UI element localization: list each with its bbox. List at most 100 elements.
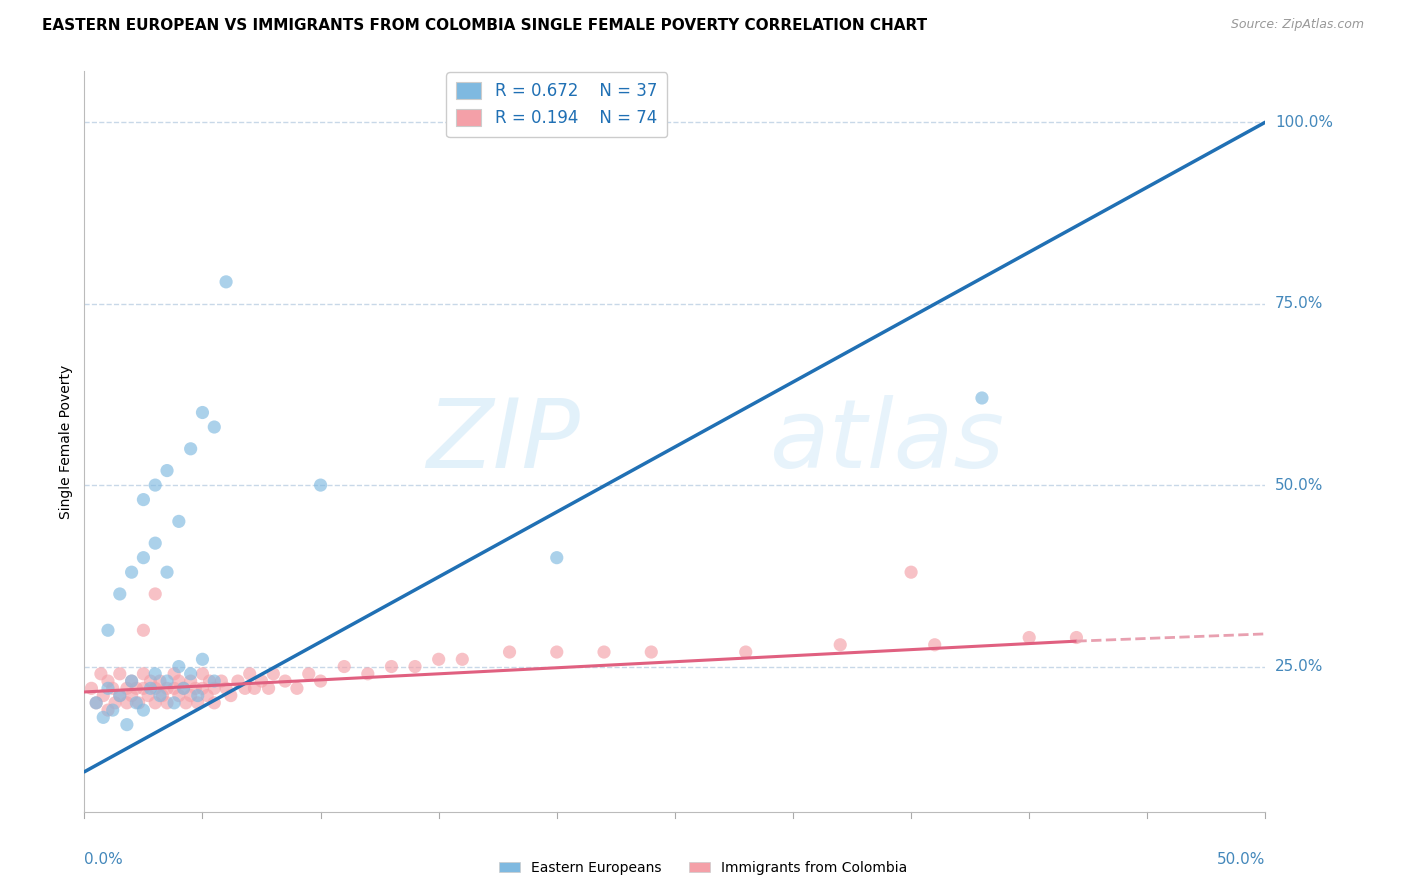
Point xyxy=(132,492,155,507)
Point xyxy=(121,565,143,579)
Point xyxy=(180,442,202,456)
Point xyxy=(156,681,179,696)
Point xyxy=(285,681,308,696)
Point xyxy=(143,696,166,710)
Point xyxy=(125,696,148,710)
Point xyxy=(97,674,120,689)
Text: 0.0%: 0.0% xyxy=(84,853,124,867)
Point xyxy=(143,681,166,696)
Point xyxy=(121,674,143,689)
Point xyxy=(163,696,186,710)
Point xyxy=(143,587,166,601)
Point xyxy=(143,666,166,681)
Point xyxy=(97,703,120,717)
Point xyxy=(215,275,238,289)
Point xyxy=(357,666,380,681)
Point xyxy=(546,550,568,565)
Point xyxy=(243,681,266,696)
Legend: Eastern Europeans, Immigrants from Colombia: Eastern Europeans, Immigrants from Colom… xyxy=(494,855,912,880)
Point xyxy=(191,652,214,666)
Point xyxy=(149,689,172,703)
Point xyxy=(970,391,993,405)
Point xyxy=(262,666,284,681)
Point xyxy=(209,674,232,689)
Point xyxy=(143,478,166,492)
Text: 75.0%: 75.0% xyxy=(1275,296,1323,311)
Point xyxy=(250,674,273,689)
Point xyxy=(149,674,172,689)
Point xyxy=(900,565,922,579)
Point xyxy=(167,515,190,529)
Point xyxy=(132,703,155,717)
Point xyxy=(143,536,166,550)
Point xyxy=(132,666,155,681)
Point xyxy=(174,696,197,710)
Point xyxy=(187,689,209,703)
Point xyxy=(91,710,114,724)
Point xyxy=(167,689,190,703)
Point xyxy=(163,681,186,696)
Point xyxy=(451,652,474,666)
Point xyxy=(202,420,225,434)
Point xyxy=(101,703,124,717)
Legend: R = 0.672    N = 37, R = 0.194    N = 74: R = 0.672 N = 37, R = 0.194 N = 74 xyxy=(447,72,666,137)
Point xyxy=(180,689,202,703)
Point xyxy=(132,550,155,565)
Point xyxy=(163,666,186,681)
Point xyxy=(191,681,214,696)
Point xyxy=(121,674,143,689)
Point xyxy=(202,681,225,696)
Point xyxy=(226,674,249,689)
Point xyxy=(91,689,114,703)
Point xyxy=(150,689,173,703)
Point xyxy=(202,674,225,689)
Point xyxy=(84,696,107,710)
Point xyxy=(239,666,262,681)
Point xyxy=(380,659,402,673)
Point xyxy=(128,696,150,710)
Text: ZIP: ZIP xyxy=(426,395,581,488)
Point xyxy=(191,666,214,681)
Text: EASTERN EUROPEAN VS IMMIGRANTS FROM COLOMBIA SINGLE FEMALE POVERTY CORRELATION C: EASTERN EUROPEAN VS IMMIGRANTS FROM COLO… xyxy=(42,18,928,33)
Point xyxy=(132,624,155,638)
Y-axis label: Single Female Poverty: Single Female Poverty xyxy=(59,365,73,518)
Point xyxy=(180,666,202,681)
Point xyxy=(298,666,321,681)
Point xyxy=(202,696,225,710)
Point xyxy=(546,645,568,659)
Point xyxy=(219,689,242,703)
Point xyxy=(173,681,195,696)
Point xyxy=(180,674,202,689)
Point xyxy=(115,717,138,731)
Point xyxy=(1066,631,1088,645)
Point xyxy=(173,681,195,696)
Text: atlas: atlas xyxy=(769,395,1004,488)
Point xyxy=(215,681,238,696)
Point xyxy=(309,674,332,689)
Point xyxy=(108,689,131,703)
Point xyxy=(593,645,616,659)
Point xyxy=(640,645,662,659)
Point xyxy=(233,681,256,696)
Point xyxy=(97,624,120,638)
Point xyxy=(136,689,159,703)
Point xyxy=(139,674,162,689)
Point xyxy=(90,666,112,681)
Point xyxy=(167,674,190,689)
Point xyxy=(830,638,852,652)
Point xyxy=(184,681,207,696)
Point xyxy=(97,681,120,696)
Point xyxy=(274,674,297,689)
Point xyxy=(139,681,162,696)
Point xyxy=(187,696,209,710)
Point xyxy=(121,689,143,703)
Point xyxy=(257,681,280,696)
Point xyxy=(156,674,179,689)
Point xyxy=(924,638,946,652)
Point xyxy=(198,674,221,689)
Point xyxy=(108,587,131,601)
Point xyxy=(427,652,450,666)
Point xyxy=(309,478,332,492)
Point xyxy=(101,681,124,696)
Point xyxy=(191,405,214,419)
